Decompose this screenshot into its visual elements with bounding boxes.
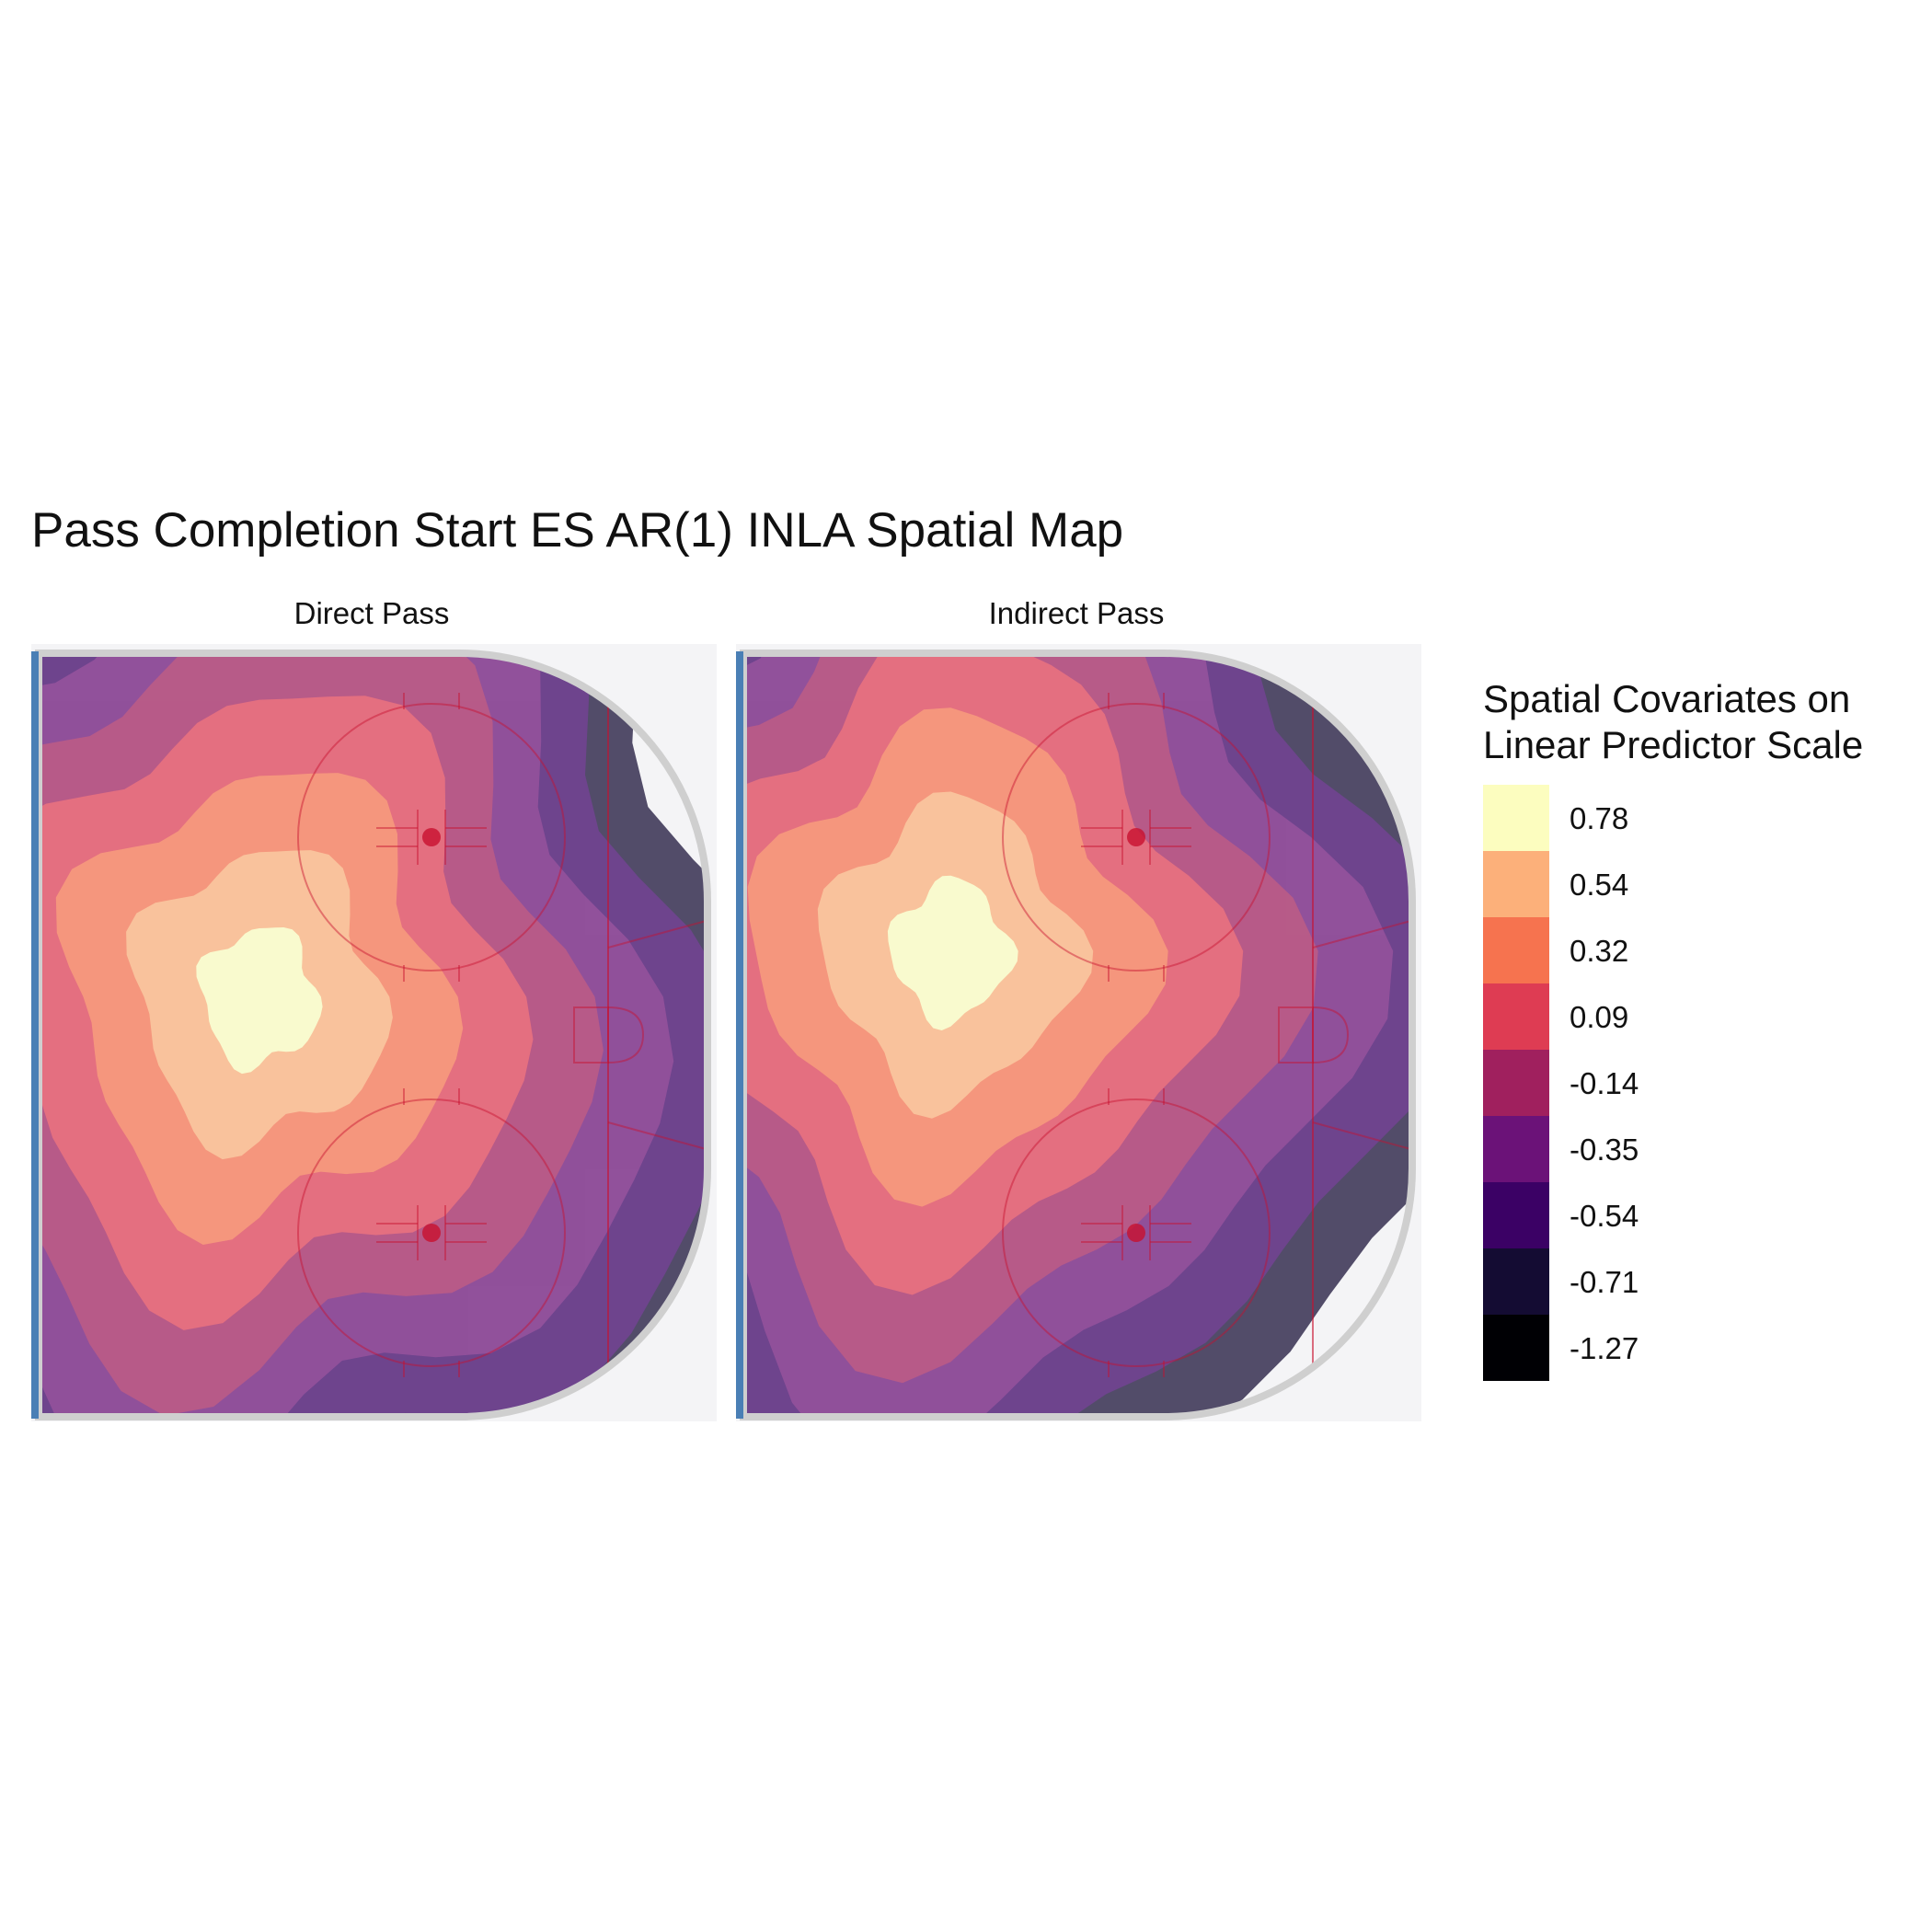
trapezoid-line — [1312, 1121, 1412, 1151]
goal-net — [1278, 1006, 1314, 1064]
rink-boards — [35, 650, 711, 1420]
legend-key-label: -0.14 — [1570, 1066, 1639, 1100]
legend-key: 0.54 — [1483, 851, 1628, 917]
heatmap-panel-indirect-pass — [736, 644, 1421, 1421]
faceoff-circle — [297, 703, 566, 972]
legend-key-label: 0.09 — [1570, 1000, 1629, 1034]
faceoff-dot — [1127, 1224, 1145, 1242]
legend-key: -0.14 — [1483, 1050, 1639, 1116]
legend-key-label: -0.71 — [1570, 1265, 1639, 1299]
chart-title: Pass Completion Start ES AR(1) INLA Spat… — [31, 503, 1124, 558]
legend-title: Spatial Covariates on Linear Predictor S… — [1483, 676, 1863, 768]
legend: 0.78 0.54 0.32 0.09 -0.14 -0.35 -0.54 -0.71 -1.2… — [1483, 785, 1639, 1381]
rink-markings — [297, 653, 707, 1417]
legend-key-label: -0.35 — [1570, 1133, 1639, 1167]
heatmap-panel-direct-pass — [31, 644, 717, 1421]
legend-key-label: -0.54 — [1570, 1199, 1639, 1233]
facet-label-direct-pass: Direct Pass — [293, 596, 450, 630]
goal-crease — [607, 1006, 645, 1064]
heatmap-bands — [39, 653, 707, 1417]
heatmap-bands — [743, 653, 1412, 1417]
legend-key: 0.09 — [1483, 983, 1628, 1050]
legend-title-line-1: Spatial Covariates on — [1483, 677, 1851, 720]
faceoff-circle — [297, 1098, 566, 1367]
faceoff-circle — [1002, 703, 1271, 972]
faceoff-dot — [1127, 828, 1145, 846]
facet-label-indirect-pass: Indirect Pass — [988, 596, 1165, 630]
faceoff-dot — [422, 828, 441, 846]
legend-key: 0.78 — [1483, 785, 1628, 851]
legend-key-label: 0.78 — [1570, 801, 1629, 835]
trapezoid-line — [607, 919, 707, 949]
legend-key-label: 0.54 — [1570, 868, 1629, 902]
trapezoid-line — [1312, 919, 1412, 949]
legend-key-label: 0.32 — [1570, 934, 1629, 968]
blue-line — [736, 651, 743, 1419]
legend-title-line-2: Linear Predictor Scale — [1483, 723, 1864, 766]
trapezoid-line — [607, 1121, 707, 1151]
legend-key: -0.54 — [1483, 1182, 1639, 1248]
rink-boards — [740, 650, 1416, 1420]
rink-markings — [1002, 653, 1412, 1417]
contour-band — [196, 927, 323, 1075]
contour-band — [887, 875, 1018, 1030]
legend-key: 0.32 — [1483, 917, 1628, 983]
legend-key: -0.71 — [1483, 1248, 1639, 1315]
goal-net — [573, 1006, 609, 1064]
legend-key: -1.27 — [1483, 1315, 1639, 1381]
legend-key: -0.35 — [1483, 1116, 1639, 1182]
faceoff-circle — [1002, 1098, 1271, 1367]
blue-line — [31, 651, 39, 1419]
faceoff-dot — [422, 1224, 441, 1242]
goal-crease — [1312, 1006, 1350, 1064]
legend-key-label: -1.27 — [1570, 1331, 1639, 1365]
